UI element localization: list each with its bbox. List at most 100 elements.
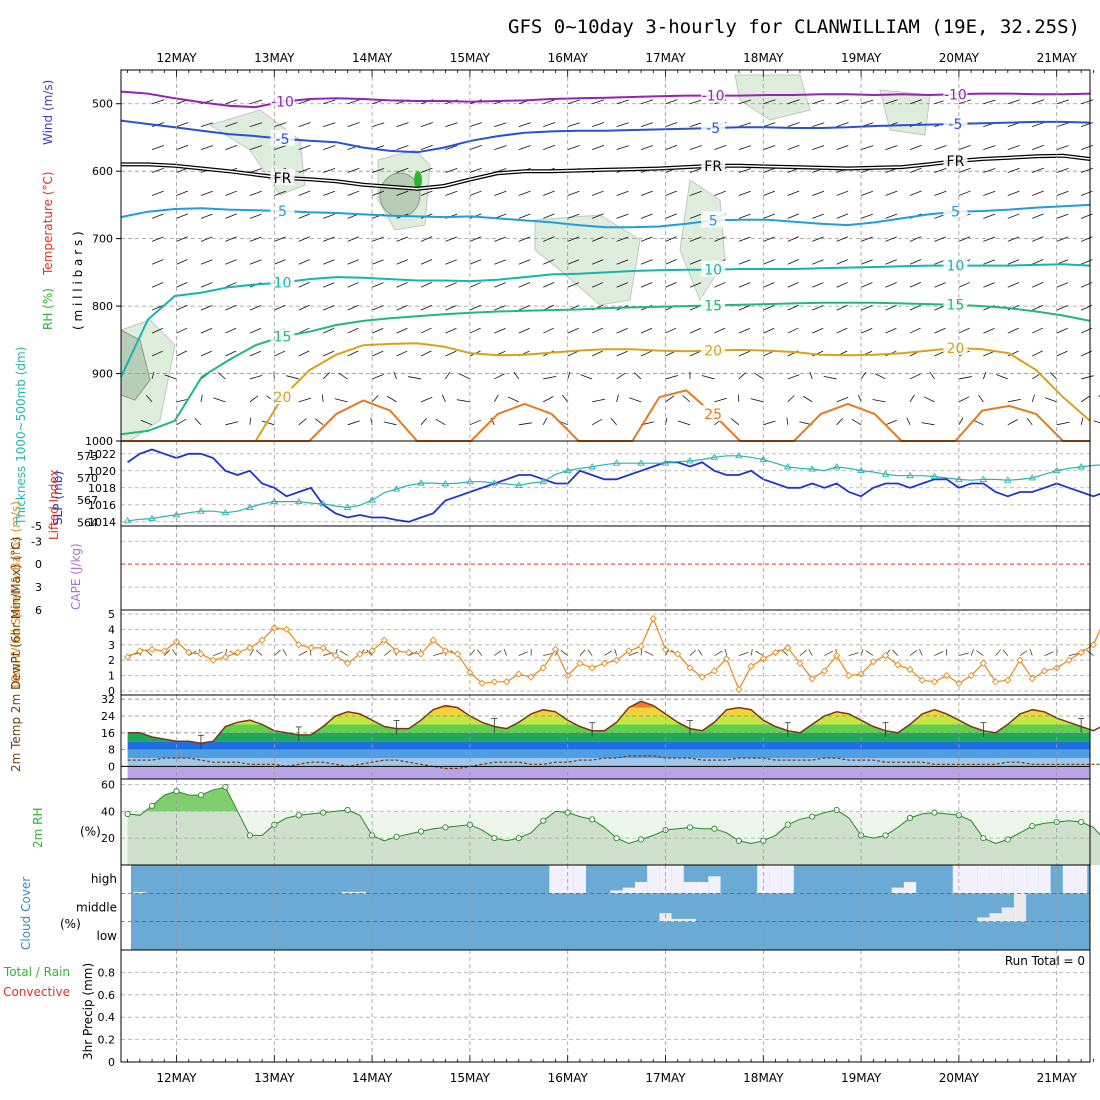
- isotherm-label: -10: [702, 89, 725, 105]
- wind-barb-10m: [518, 651, 528, 656]
- isotherm-label-bg: [270, 92, 295, 109]
- wind-speed-point: [185, 648, 193, 657]
- wind-speed-point: [588, 664, 596, 672]
- wind-barb-10m: [249, 649, 254, 656]
- wind-barb: [420, 282, 433, 288]
- precip-tick-label: 0.4: [98, 1011, 116, 1024]
- wind-speed-point: [392, 647, 401, 655]
- wind-barb: [689, 168, 702, 173]
- wind-barb: [836, 304, 848, 311]
- date-label-bottom: 14MAY: [352, 1071, 393, 1085]
- rh-tick-label: 20: [101, 832, 115, 845]
- wind-barb: [836, 122, 849, 128]
- wind-speed-point: [454, 650, 462, 658]
- wind-barb: [665, 395, 675, 403]
- wind-speed-point: [441, 647, 450, 655]
- wind-barb: [567, 236, 580, 242]
- wind-speed-point: [906, 665, 914, 674]
- wind-barb: [787, 327, 799, 334]
- temp-band: [127, 701, 1090, 708]
- wind-barb: [151, 282, 164, 288]
- wind-barb: [543, 122, 556, 128]
- thickness-point: [1028, 474, 1037, 481]
- wind-barb: [1056, 190, 1069, 196]
- wind-barb: [249, 305, 262, 311]
- rh-point: [1029, 822, 1036, 830]
- isotherm-label: 10: [947, 259, 965, 275]
- wind-barb: [249, 374, 263, 380]
- wind-barb: [567, 350, 579, 357]
- wind-speed-point: [930, 678, 939, 686]
- wind-barb: [469, 236, 482, 242]
- wind-barb: [787, 99, 800, 105]
- wind-speed-point: [674, 650, 682, 658]
- wind-barb-10m: [909, 650, 918, 656]
- wind-barb-10m: [433, 652, 444, 656]
- cloud-high-bar: [549, 865, 562, 894]
- wind-barb: [469, 259, 482, 265]
- wind-barb: [1056, 327, 1068, 334]
- wind-barb: [469, 327, 481, 334]
- wind-barb: [996, 374, 1008, 380]
- wind-speed-point: [429, 636, 437, 644]
- temp-tick-label: 16: [101, 727, 115, 740]
- wind-barb: [714, 190, 727, 196]
- wind-speed-point: [148, 645, 156, 654]
- wind-barb: [494, 373, 505, 380]
- wind-barb-10m: [628, 651, 639, 656]
- isotherm-label: 5: [709, 213, 718, 229]
- wind-barb-10m: [865, 650, 874, 656]
- wind-barb: [763, 259, 775, 265]
- wind-barb: [469, 282, 482, 288]
- wind-barb: [323, 122, 336, 128]
- wind-barb: [754, 372, 764, 380]
- wind-barb: [298, 213, 311, 219]
- precip-ylabel: 3hr Precip (mm): [81, 963, 95, 1060]
- wind-speed-point: [490, 678, 498, 686]
- wind-barb: [909, 190, 922, 196]
- wind-barb-10m: [614, 648, 617, 656]
- wind-barb: [1044, 397, 1057, 403]
- wind-barb: [567, 122, 580, 128]
- wind-barb: [812, 327, 824, 334]
- wind-barb: [1056, 122, 1069, 128]
- wind-barb: [445, 236, 458, 242]
- wind-barb: [640, 350, 652, 357]
- wind-barb: [714, 397, 727, 403]
- wind-barb: [1032, 304, 1044, 311]
- wind-barb: [347, 190, 360, 196]
- slp-tick-label: 1018: [88, 482, 116, 495]
- wind-barb: [616, 99, 629, 105]
- wind-barb: [1093, 420, 1100, 424]
- wind-speed-point: [307, 644, 315, 652]
- wind-barb: [640, 190, 653, 196]
- rh-point: [931, 809, 938, 816]
- wind-barb-10m: [799, 649, 807, 656]
- cloud-high-bar: [1001, 865, 1014, 894]
- wind-barb-10m: [1044, 651, 1054, 656]
- cloud-high-bar: [610, 890, 623, 894]
- thickness-point: [172, 511, 181, 518]
- wind-barb: [610, 417, 617, 426]
- wind-speed-point: [918, 676, 926, 684]
- wind-barb: [665, 144, 678, 150]
- wind-barb: [714, 145, 727, 150]
- isotherm-label-bg: [943, 85, 968, 102]
- wind-barb: [836, 397, 849, 403]
- cloud-middle-bar: [683, 918, 697, 922]
- wind-barb: [885, 190, 898, 196]
- wind-barb: [386, 395, 397, 403]
- cloud-middle-bar: [671, 918, 684, 922]
- thickness-point: [588, 462, 596, 470]
- wind-barb: [151, 236, 164, 242]
- cloud-level-label: low: [97, 929, 118, 943]
- wind-barb: [1032, 259, 1044, 265]
- wind-barb: [420, 236, 433, 242]
- wind-barb: [787, 190, 800, 196]
- temp-band: [127, 749, 1090, 758]
- wind-barb: [738, 145, 752, 150]
- wind-speed-point: [1040, 667, 1049, 675]
- wind-barb: [909, 236, 922, 242]
- thickness-point: [490, 479, 499, 486]
- isotherm-label: 5: [278, 204, 287, 220]
